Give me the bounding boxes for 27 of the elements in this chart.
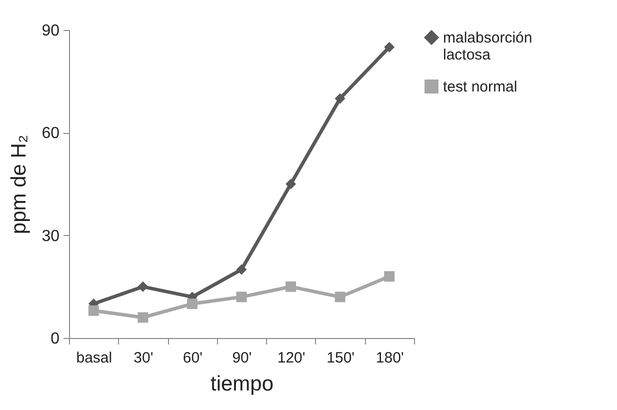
x-tick-label: 180': [376, 350, 404, 366]
point: [286, 178, 296, 190]
point: [384, 271, 395, 282]
point: [286, 281, 296, 292]
point: [384, 42, 395, 52]
point: [186, 298, 198, 310]
x-tick-label: 120': [277, 350, 306, 366]
y-tick-label: 60: [42, 125, 60, 142]
y-tick-label: 30: [42, 228, 60, 245]
point: [88, 305, 99, 316]
point: [334, 93, 346, 104]
x-tick-label: 150': [326, 350, 355, 366]
point: [138, 312, 148, 323]
x-tick-label: 30': [134, 350, 154, 366]
y-tick-label: 90: [42, 22, 60, 40]
point: [236, 264, 247, 275]
point: [138, 281, 148, 292]
legend-label: test normal: [443, 78, 518, 96]
x-tick-label: 90': [232, 350, 252, 366]
legend-label: malabsorción lactosa: [443, 30, 532, 64]
y-tick-label: 0: [50, 330, 60, 348]
point: [334, 292, 346, 302]
y-axis-title: ppm de H₂: [8, 134, 31, 234]
x-tick-label: 60': [182, 350, 203, 366]
x-axis-title: tiempo: [210, 372, 274, 396]
point: [236, 292, 247, 302]
x-tick-label: basal: [76, 350, 112, 366]
